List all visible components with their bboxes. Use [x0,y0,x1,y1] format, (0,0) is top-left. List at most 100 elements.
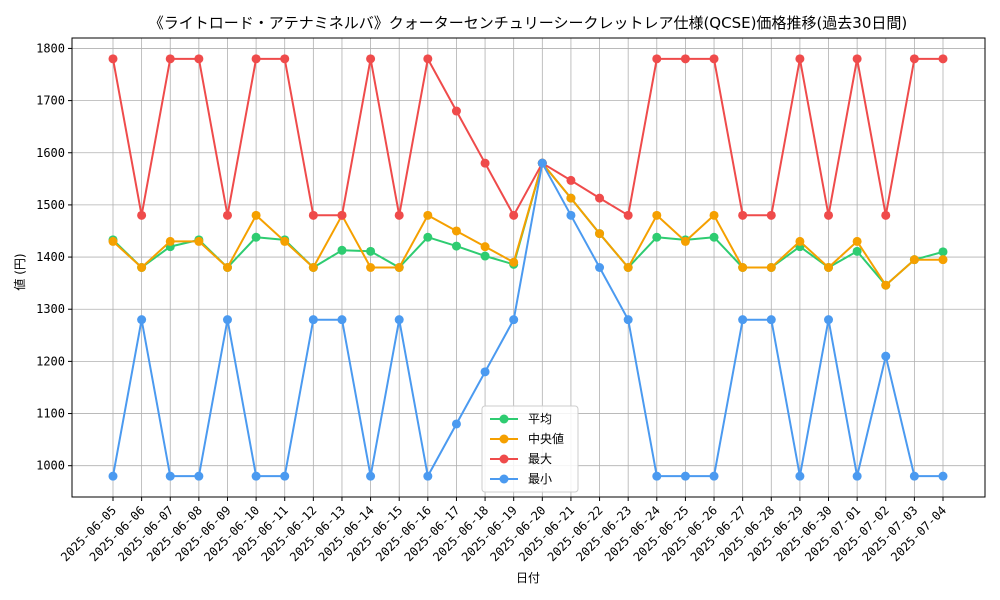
data-point [280,471,290,481]
data-point [709,232,719,242]
data-point [280,54,290,64]
data-point [766,315,776,325]
data-point [909,255,919,265]
data-point [165,54,175,64]
y-tick-label: 1100 [36,407,65,421]
y-axis-label: 値 (円) [12,253,27,290]
data-point [251,232,261,242]
data-point [366,263,376,272]
series-line [112,162,944,287]
data-point [337,210,347,220]
data-point [480,242,490,252]
data-point [938,54,948,64]
data-point [738,315,748,325]
legend-item: 平均 [490,412,552,426]
data-point [165,471,175,481]
legend-label: 最小 [528,472,552,486]
legend-swatch-marker [499,474,509,484]
data-point [680,236,690,246]
data-point [652,54,662,64]
data-point [280,236,290,246]
data-point [595,229,605,239]
data-point [423,471,433,481]
y-tick-label: 1200 [36,354,65,368]
data-point [566,175,576,185]
data-point [938,255,948,265]
y-tick-label: 1500 [36,198,65,212]
data-point [165,236,175,246]
data-point [366,471,376,481]
data-point [394,315,404,325]
data-point [881,210,891,220]
y-tick-label: 1700 [36,94,65,108]
data-point [480,251,490,261]
legend-item: 最小 [490,472,552,486]
x-axis-label: 日付 [516,571,540,585]
data-point [308,315,318,325]
data-point [738,210,748,220]
legend-swatch-marker [499,454,509,464]
data-point [108,236,118,246]
data-point [366,246,376,256]
data-point [337,315,347,325]
data-point [251,210,261,220]
data-point [451,419,461,429]
series-2 [108,54,948,220]
data-point [709,471,719,481]
data-point [480,367,490,377]
data-point [738,263,748,272]
data-point [709,210,719,220]
data-point [852,54,862,64]
data-point [451,106,461,116]
data-point [852,236,862,246]
data-point [366,54,376,64]
data-point [595,193,605,203]
series-3 [108,158,948,481]
y-tick-label: 1400 [36,250,65,264]
legend-box [481,405,579,493]
data-point [509,257,519,267]
data-point [652,471,662,481]
data-point [824,210,834,220]
data-point [795,236,805,246]
series-layer [108,54,948,481]
data-point [709,54,719,64]
data-point [222,210,232,220]
y-tick-label: 1800 [36,41,65,55]
y-tick-label: 1000 [36,459,65,473]
data-point [194,54,204,64]
chart-title: 《ライトロード・アテナミネルバ》クォーターセンチュリーシークレットレア仕様(QC… [149,14,907,32]
data-point [537,158,547,168]
data-point [308,210,318,220]
data-point [566,193,576,203]
legend-label: 最大 [528,452,552,466]
data-point [852,246,862,256]
legend-item: 最大 [490,452,552,466]
data-point [108,54,118,64]
data-point [595,263,605,272]
data-point [566,210,576,220]
data-point [795,54,805,64]
data-point [137,315,147,325]
plot-area-frame [71,37,986,498]
data-point [394,210,404,220]
data-point [680,54,690,64]
data-point [423,210,433,220]
y-tick-label: 1600 [36,146,65,160]
data-point [337,245,347,255]
data-point [451,241,461,251]
data-point [909,54,919,64]
data-point [108,471,118,481]
legend-label: 中央値 [528,431,564,446]
data-point [938,471,948,481]
data-point [824,315,834,325]
x-axis-ticks: 2025-06-052025-06-062025-06-072025-06-08… [58,497,949,564]
series-line [112,57,943,217]
y-axis-ticks: 1000 1100 1200 1300 1400 1500 1600 1700 1800 [36,41,72,473]
data-point [881,280,891,290]
y-tick-label: 1300 [36,302,65,316]
data-point [451,226,461,236]
data-point [137,263,147,272]
data-point [251,471,261,481]
